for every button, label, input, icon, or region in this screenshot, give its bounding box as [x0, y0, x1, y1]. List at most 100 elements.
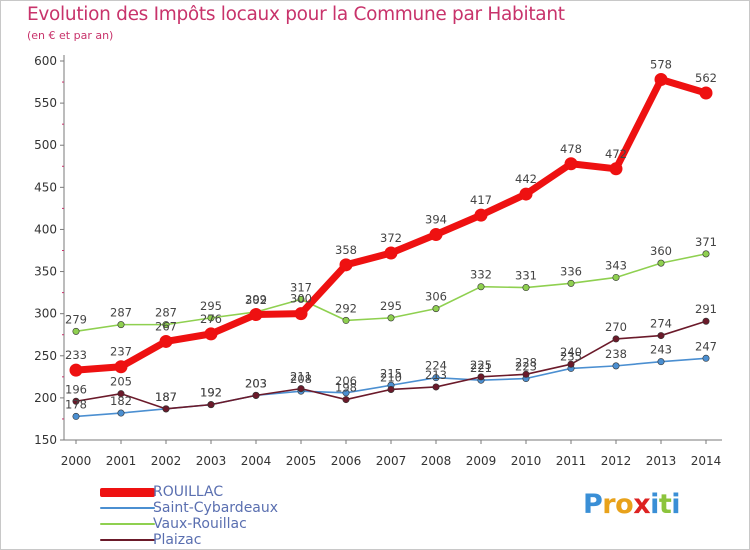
x-tick-label: 2001	[106, 454, 137, 468]
data-point	[519, 187, 533, 201]
data-label: 300	[290, 292, 312, 306]
data-label: 317	[290, 280, 312, 294]
data-label: 187	[155, 390, 177, 404]
data-point	[342, 316, 350, 324]
data-label: 178	[65, 397, 87, 411]
data-point	[297, 295, 305, 303]
data-point	[657, 259, 665, 267]
x-tick-label: 2011	[556, 454, 587, 468]
data-label: 295	[380, 299, 402, 313]
data-point	[204, 327, 218, 341]
data-label: 243	[650, 343, 672, 357]
data-label: 205	[110, 375, 132, 389]
data-point	[249, 308, 263, 322]
data-label: 267	[155, 319, 177, 333]
chart-data-labels: 178 182 187 192 203 208 206 215 224 221 223 235 238 2…	[65, 58, 717, 412]
data-point	[342, 396, 350, 404]
data-label: 182	[110, 394, 132, 408]
data-point	[702, 354, 710, 362]
data-point	[384, 246, 398, 260]
data-label: 233	[65, 348, 87, 362]
y-tick-label: 400	[34, 222, 57, 236]
data-label: 213	[425, 368, 447, 382]
data-point	[654, 73, 668, 87]
data-label: 208	[290, 372, 312, 386]
data-point	[339, 258, 353, 272]
x-tick-label: 2012	[601, 454, 632, 468]
data-label: 287	[155, 306, 177, 320]
data-point	[432, 383, 440, 391]
data-point	[702, 250, 710, 258]
data-label: 302	[245, 293, 267, 307]
x-tick-label: 2002	[151, 454, 182, 468]
data-label: 562	[695, 71, 717, 85]
data-label: 247	[695, 339, 717, 353]
data-label: 299	[245, 293, 267, 307]
y-tick-label: 200	[34, 391, 57, 405]
data-point	[117, 409, 125, 417]
y-tick-label: 500	[34, 138, 57, 152]
logo-letter: x	[633, 489, 651, 520]
data-label: 358	[335, 243, 357, 257]
logo-letter: t	[658, 489, 672, 520]
data-label: 240	[560, 345, 582, 359]
chart-axes: 150 200 250 300 350 400 450 500 550 600 2000 2001 20…	[34, 54, 722, 468]
data-point	[207, 401, 215, 409]
logo-letter: i	[650, 489, 659, 520]
x-tick-label: 2013	[646, 454, 677, 468]
data-label: 343	[605, 258, 627, 272]
data-label: 203	[245, 376, 267, 390]
x-tick-label: 2008	[421, 454, 452, 468]
data-point	[294, 307, 308, 321]
data-point	[69, 363, 83, 377]
data-label: 287	[110, 306, 132, 320]
legend-swatch-rouillac	[100, 488, 155, 497]
data-point	[609, 162, 623, 176]
x-tick-label: 2009	[466, 454, 497, 468]
data-point	[297, 385, 305, 393]
data-label: 276	[200, 312, 222, 326]
data-point	[522, 284, 530, 292]
data-label: 225	[470, 358, 492, 372]
data-point	[162, 405, 170, 413]
data-label: 472	[605, 147, 627, 161]
y-tick-label: 300	[34, 307, 57, 321]
data-label: 578	[650, 58, 672, 72]
data-label: 187	[155, 390, 177, 404]
data-label: 306	[425, 290, 447, 304]
data-label: 331	[515, 269, 537, 283]
data-label: 224	[425, 359, 447, 373]
x-tick-label: 2003	[196, 454, 227, 468]
data-point	[72, 327, 80, 335]
legend-label-plaizac: Plaizac	[153, 532, 202, 548]
y-tick-label: 150	[34, 433, 57, 447]
data-label: 279	[65, 312, 87, 326]
data-point	[117, 390, 125, 398]
data-point	[699, 86, 713, 100]
data-point	[564, 157, 578, 171]
data-point	[612, 273, 620, 281]
data-label: 270	[605, 320, 627, 334]
data-point	[432, 374, 440, 382]
chart-subtitle: (en € et par an)	[27, 29, 114, 42]
data-label: 223	[515, 360, 537, 374]
data-label: 238	[605, 347, 627, 361]
data-label: 274	[650, 317, 672, 331]
data-point	[477, 283, 485, 291]
chart-title: Evolution des Impôts locaux pour la Comm…	[27, 4, 565, 25]
data-label: 192	[200, 386, 222, 400]
data-label: 291	[695, 302, 717, 316]
chart-points	[69, 73, 713, 420]
data-label: 192	[200, 386, 222, 400]
data-label: 203	[245, 376, 267, 390]
data-point	[477, 373, 485, 381]
data-label: 221	[470, 361, 492, 375]
data-point	[162, 321, 170, 329]
legend-swatch-saint-cybardeaux	[100, 507, 155, 509]
data-label: 336	[560, 264, 582, 278]
y-tick-label: 250	[34, 349, 57, 363]
y-tick-label: 350	[34, 265, 57, 279]
legend-label-vaux-rouillac: Vaux-Rouillac	[153, 516, 247, 532]
x-tick-label: 2005	[286, 454, 317, 468]
